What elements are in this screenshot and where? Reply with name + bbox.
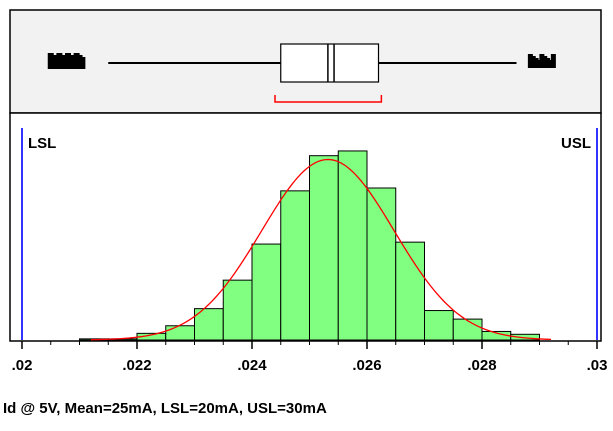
x-tick-label: .028: [467, 357, 496, 374]
outlier-marker: [530, 56, 536, 68]
outlier-marker: [79, 57, 86, 69]
x-tick-label: .026: [352, 357, 381, 374]
histogram-bar: [337, 150, 368, 341]
outlier-marker: [545, 58, 551, 68]
x-tick-label: .022: [122, 357, 151, 374]
histogram-bar: [165, 325, 195, 341]
x-tick-label: .024: [237, 357, 267, 374]
histogram-bar: [222, 279, 253, 341]
iqr-box: [280, 43, 380, 83]
spec-limits: LSL USL: [21, 128, 598, 340]
spec-label-usl: USL: [561, 135, 591, 152]
spec-label-lsl: LSL: [28, 135, 56, 152]
x-tick-label: .03: [587, 357, 608, 374]
histogram-bar: [452, 318, 483, 341]
outlier-marker: [533, 58, 539, 68]
histogram-bar: [424, 310, 454, 341]
outlier-marker: [539, 54, 545, 68]
outlier-marker: [542, 56, 548, 68]
outlier-marker: [550, 54, 556, 68]
shortest-half-bracket: [274, 95, 383, 103]
histogram-bars: [79, 150, 540, 341]
normal-fit-curve: [90, 158, 552, 341]
x-tick-label: .02: [12, 357, 33, 374]
figure-caption: Id @ 5V, Mean=25mA, LSL=20mA, USL=30mA: [3, 400, 327, 417]
outlier-marker: [536, 60, 542, 68]
x-axis: .02 .022 .024 .026 .028 .03: [12, 341, 608, 374]
histogram-bar: [395, 241, 425, 341]
outlier-marker: [527, 54, 533, 68]
histogram-bar: [251, 243, 282, 341]
boxplot: [47, 43, 556, 103]
histogram-bar: [366, 187, 397, 341]
histogram-bar: [510, 333, 540, 341]
histogram-bar: [309, 155, 339, 341]
outlier-marker: [548, 60, 553, 68]
histogram-bar: [280, 190, 310, 341]
